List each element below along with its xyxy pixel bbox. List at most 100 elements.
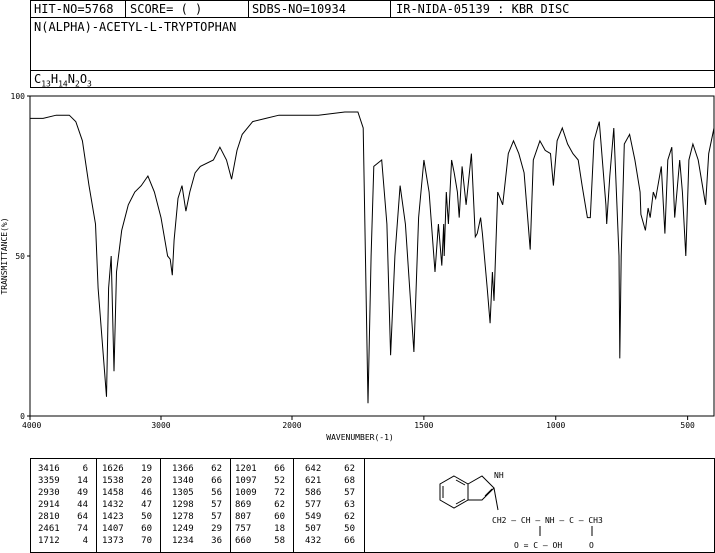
peak-wavenumber: 1009 [235,488,257,498]
x-tick-label: 1500 [414,421,433,430]
peak-wavenumber: 621 [305,476,322,486]
peak-transmittance: 74 [77,524,88,534]
peak-transmittance: 57 [344,488,355,498]
peak-transmittance: 60 [141,524,152,534]
peak-wavenumber: 642 [305,464,322,474]
indole-ring [439,475,499,511]
peak-wavenumber: 1626 [102,464,124,474]
peak-transmittance: 62 [344,512,355,522]
formula-h-count: 14 [58,79,68,89]
peak-transmittance: 63 [344,500,355,510]
peak-wavenumber: 757 [235,524,252,534]
peak-wavenumber: 1201 [235,464,257,474]
y-tick-label: 100 [11,92,26,101]
peak-wavenumber: 549 [305,512,322,522]
peak-wavenumber: 1340 [172,476,194,486]
x-tick-label: 1000 [546,421,565,430]
formula-box [30,70,715,88]
formula: C13H14N2O3 [34,72,92,91]
ir-number: IR-NIDA-05139 : KBR DISC [396,2,570,16]
formula-n: N [67,72,75,86]
peak-transmittance: 44 [77,500,88,510]
peak-wavenumber: 577 [305,500,322,510]
peak-wavenumber: 3416 [38,464,60,474]
peak-table: 3416 6 3359 14 2930 49 2914 44 2810 64 2461 74 1712 4… [30,458,365,552]
peak-wavenumber: 1538 [102,476,124,486]
x-axis-label: WAVENUMBER(-1) [326,433,393,442]
peak-wavenumber: 1712 [38,536,60,546]
peak-transmittance: 66 [274,464,285,474]
peak-transmittance: 50 [141,512,152,522]
peak-transmittance: 62 [274,500,285,510]
peak-wavenumber: 1234 [172,536,194,546]
formula-h: H [50,72,59,86]
formula-n-count: 2 [74,79,80,89]
peak-transmittance: 46 [141,488,152,498]
peak-wavenumber: 586 [305,488,322,498]
acid-group: O = C — OH [514,541,562,550]
peak-wavenumber: 2810 [38,512,60,522]
side-chain: CH2 — CH — NH — C — CH3 [492,516,603,525]
formula-o: O [79,72,88,86]
y-tick-label: 0 [20,412,25,421]
peak-transmittance: 36 [211,536,222,546]
peak-wavenumber: 1298 [172,500,194,510]
peak-wavenumber: 1097 [235,476,257,486]
x-tick-label: 4000 [22,421,41,430]
x-tick-label: 3000 [151,421,170,430]
peak-transmittance: 14 [77,476,88,486]
peak-transmittance: 47 [141,500,152,510]
formula-c-count: 13 [41,79,51,89]
peak-wavenumber: 1458 [102,488,124,498]
plot-frame [29,95,715,417]
peak-wavenumber: 1423 [102,512,124,522]
peak-wavenumber: 1432 [102,500,124,510]
peak-transmittance: 6 [82,464,88,474]
peak-transmittance: 62 [344,464,355,474]
peak-wavenumber: 2461 [38,524,60,534]
peak-transmittance: 56 [211,488,222,498]
peak-wavenumber: 1366 [172,464,194,474]
peak-transmittance: 72 [274,488,285,498]
hit-number: HIT-NO=5768 [34,2,114,16]
peak-transmittance: 60 [274,512,285,522]
sdbs-number: SDBS-NO=10934 [252,2,346,16]
peak-wavenumber: 432 [305,536,322,546]
peak-wavenumber: 507 [305,524,322,534]
spectrum-line [30,111,715,404]
peak-transmittance: 57 [211,500,222,510]
peak-wavenumber: 1407 [102,524,124,534]
peak-wavenumber: 3359 [38,476,60,486]
peak-transmittance: 29 [211,524,222,534]
score: SCORE= ( ) [130,2,203,16]
peak-transmittance: 57 [211,512,222,522]
peak-transmittance: 58 [274,536,285,546]
peak-column-divider [160,458,161,552]
carbonyl-oxygen: O [589,541,594,550]
peak-wavenumber: 2930 [38,488,60,498]
peak-wavenumber: 807 [235,512,252,522]
peak-column-divider [293,458,294,552]
peak-transmittance: 52 [274,476,285,486]
header-divider [248,0,249,18]
peak-transmittance: 66 [211,476,222,486]
y-axis-label: TRANSMITTANCE(%) [0,217,9,294]
peak-wavenumber: 660 [235,536,252,546]
peak-transmittance: 49 [77,488,88,498]
peak-wavenumber: 1305 [172,488,194,498]
peak-transmittance: 66 [344,536,355,546]
x-tick-label: 2000 [282,421,301,430]
header-divider [390,0,391,18]
peak-transmittance: 64 [77,512,88,522]
compound-name: N(ALPHA)-ACETYL-L-TRYPTOPHAN [34,20,237,34]
peak-transmittance: 50 [344,524,355,534]
peak-transmittance: 68 [344,476,355,486]
peak-wavenumber: 869 [235,500,252,510]
formula-o-count: 3 [87,79,92,89]
x-axis: 4000 3000 2000 1500 1000 500 [22,416,695,430]
y-tick-label: 50 [15,252,25,261]
header-divider [125,0,126,18]
formula-c: C [34,72,42,86]
peak-wavenumber: 1249 [172,524,194,534]
